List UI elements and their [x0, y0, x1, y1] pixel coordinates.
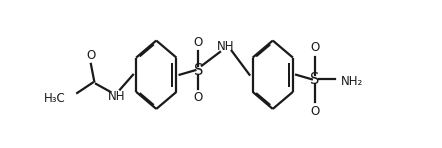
- Text: O: O: [310, 41, 320, 54]
- Text: NH: NH: [217, 40, 234, 53]
- Text: O: O: [194, 36, 203, 49]
- Text: O: O: [86, 49, 95, 62]
- Text: H₃C: H₃C: [43, 92, 65, 105]
- Text: NH: NH: [108, 90, 126, 103]
- Text: O: O: [310, 105, 320, 118]
- Text: NH₂: NH₂: [341, 75, 363, 88]
- Text: S: S: [310, 72, 320, 87]
- Text: O: O: [194, 91, 203, 104]
- Text: S: S: [194, 63, 203, 78]
